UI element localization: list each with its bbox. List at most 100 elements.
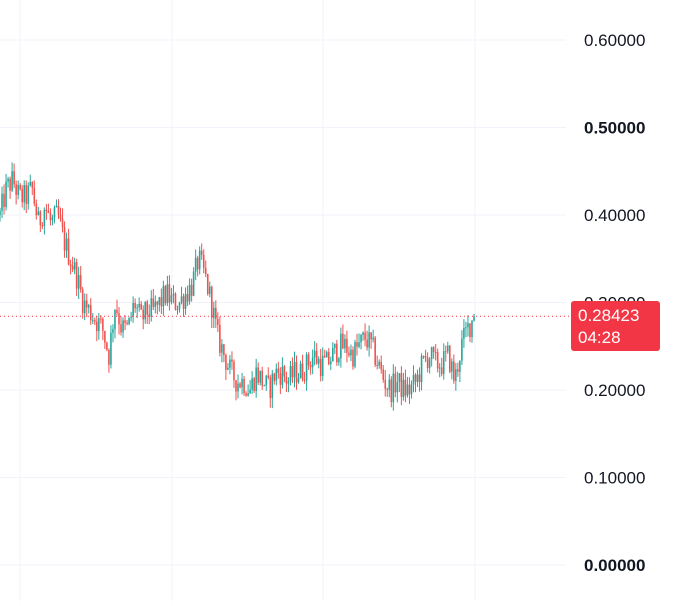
candle-body bbox=[305, 354, 308, 381]
candle-body bbox=[356, 342, 358, 347]
candle-body bbox=[323, 355, 326, 358]
candle-body bbox=[138, 303, 140, 308]
candle-body bbox=[13, 171, 15, 185]
candle-body bbox=[390, 379, 393, 403]
candle-body bbox=[96, 321, 98, 332]
candle-body bbox=[444, 351, 447, 353]
candle-body bbox=[198, 250, 201, 270]
candle-body bbox=[55, 205, 58, 208]
candle-body bbox=[43, 209, 46, 227]
candle-body bbox=[307, 354, 310, 366]
candle-body bbox=[87, 305, 90, 308]
candle-body bbox=[408, 384, 411, 395]
candle-body bbox=[63, 227, 66, 251]
candle-body bbox=[259, 370, 261, 383]
candle-body bbox=[130, 316, 132, 318]
candle-body bbox=[237, 383, 239, 392]
candle-body bbox=[0, 210, 1, 215]
candle-body bbox=[348, 352, 350, 356]
candle-body bbox=[446, 345, 449, 352]
candle-body bbox=[428, 359, 431, 368]
candle-body bbox=[453, 361, 455, 381]
candle-body bbox=[418, 374, 421, 383]
candle-body bbox=[73, 262, 76, 270]
candle-body bbox=[257, 367, 259, 383]
candle-body bbox=[140, 303, 142, 310]
candle-body bbox=[100, 318, 102, 320]
candle-body bbox=[217, 319, 219, 325]
candle-body bbox=[148, 314, 151, 317]
candle-body bbox=[98, 318, 100, 332]
candle-body bbox=[51, 217, 54, 221]
candle-body bbox=[110, 332, 112, 365]
candle-body bbox=[281, 366, 284, 385]
candle-body bbox=[37, 211, 40, 216]
candle-body bbox=[202, 254, 205, 268]
candle-body bbox=[247, 393, 249, 396]
candle-body bbox=[204, 267, 207, 275]
candle-body bbox=[221, 344, 223, 353]
candle-body bbox=[134, 302, 136, 309]
candle-body bbox=[94, 320, 96, 322]
candle-body bbox=[426, 357, 429, 368]
candle-body bbox=[287, 381, 290, 384]
candle-body bbox=[402, 379, 405, 397]
candle-body bbox=[293, 361, 296, 378]
candle-body bbox=[396, 382, 399, 393]
y-tick-label: 0.00000 bbox=[584, 556, 645, 575]
candle-body bbox=[386, 388, 389, 390]
candle-body bbox=[116, 310, 118, 314]
candle-body bbox=[338, 358, 340, 363]
candle-body bbox=[19, 184, 21, 190]
candle-body bbox=[136, 307, 138, 309]
candle-body bbox=[194, 257, 197, 272]
candle-body bbox=[442, 351, 445, 374]
candle-body bbox=[176, 309, 179, 311]
candle-body bbox=[9, 178, 11, 191]
candle-body bbox=[344, 338, 346, 349]
candle-body bbox=[83, 300, 86, 314]
candle-body bbox=[388, 379, 391, 390]
current-price-value: 0.28423 bbox=[578, 306, 640, 325]
candle-body bbox=[168, 284, 171, 303]
candle-body bbox=[172, 293, 175, 296]
candle-body bbox=[174, 293, 177, 310]
candle-body bbox=[241, 378, 243, 388]
candle-body bbox=[144, 301, 147, 320]
candle-body bbox=[188, 284, 191, 302]
candle-body bbox=[465, 327, 467, 329]
candle-body bbox=[154, 301, 157, 307]
candle-body bbox=[219, 324, 221, 353]
candle-body bbox=[104, 330, 106, 343]
candle-body bbox=[327, 352, 330, 365]
candle-body bbox=[291, 366, 294, 378]
candle-body bbox=[440, 367, 443, 374]
candle-body bbox=[112, 329, 114, 333]
candle-body bbox=[180, 296, 183, 303]
candle-body bbox=[71, 265, 74, 270]
candle-body bbox=[69, 264, 72, 266]
candle-body bbox=[283, 366, 286, 377]
candles bbox=[0, 162, 475, 411]
candle-body bbox=[303, 379, 306, 381]
candle-body bbox=[33, 187, 36, 204]
candle-body bbox=[17, 184, 19, 195]
candle-body bbox=[382, 369, 385, 380]
y-tick-label: 0.50000 bbox=[584, 119, 645, 138]
candle-body bbox=[410, 384, 413, 395]
candle-body bbox=[404, 379, 407, 396]
candle-body bbox=[394, 373, 397, 393]
candle-body bbox=[313, 350, 316, 358]
candle-body bbox=[3, 193, 5, 208]
candle-body bbox=[49, 213, 52, 221]
candle-body bbox=[89, 305, 92, 321]
y-axis: 0.000000.100000.200000.300000.400000.500… bbox=[584, 31, 645, 575]
candle-body bbox=[461, 338, 463, 361]
candle-body bbox=[39, 211, 42, 226]
candle-body bbox=[27, 185, 30, 204]
candle-body bbox=[336, 343, 338, 363]
candle-body bbox=[160, 297, 163, 307]
candle-body bbox=[269, 377, 272, 399]
